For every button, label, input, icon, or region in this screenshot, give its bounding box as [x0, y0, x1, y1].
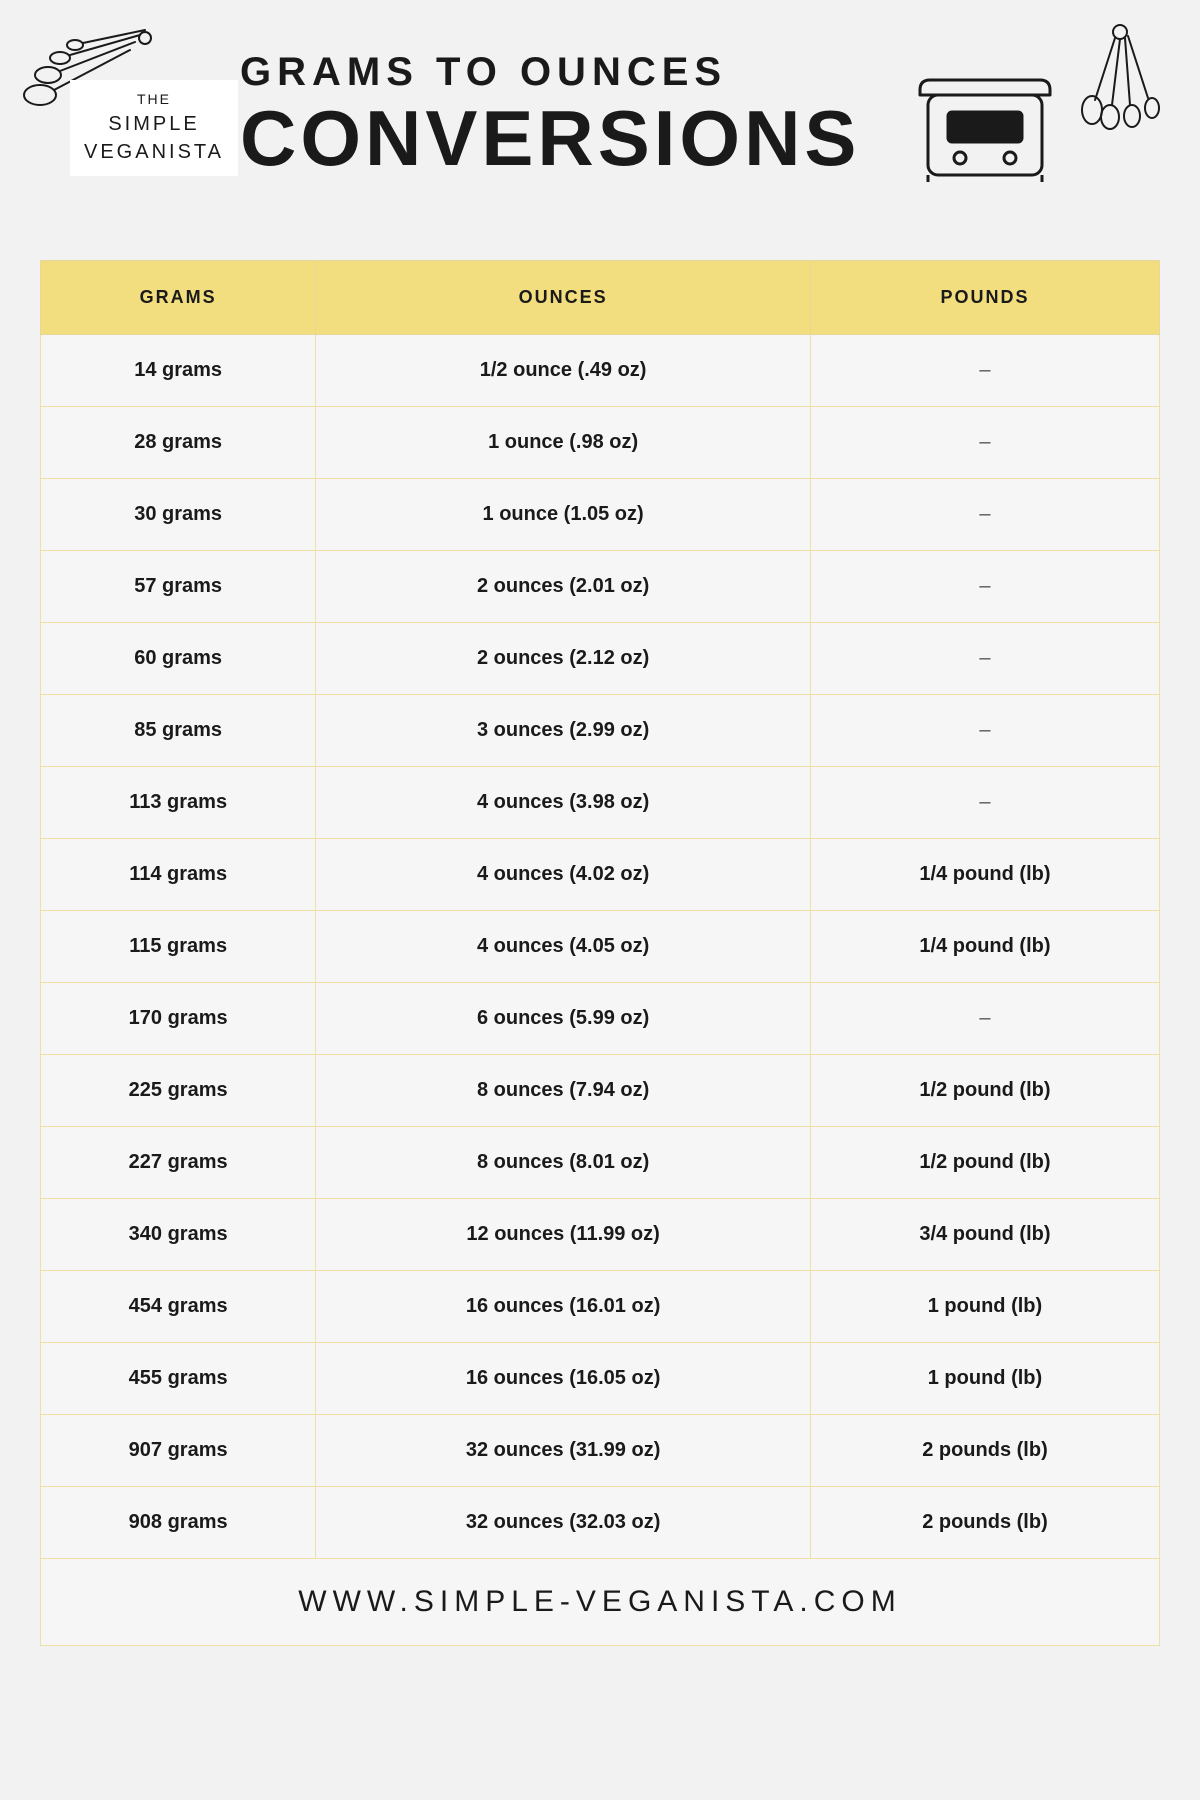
table-cell-pounds: 3/4 pound (lb) — [810, 1199, 1159, 1271]
table-cell-grams: 113 grams — [41, 767, 316, 839]
table-row: 225 grams8 ounces (7.94 oz)1/2 pound (lb… — [41, 1055, 1160, 1127]
table-cell-pounds: 1 pound (lb) — [810, 1343, 1159, 1415]
table-row: 455 grams16 ounces (16.05 oz)1 pound (lb… — [41, 1343, 1160, 1415]
table-cell-ounces: 6 ounces (5.99 oz) — [316, 983, 811, 1055]
table-row: 227 grams8 ounces (8.01 oz)1/2 pound (lb… — [41, 1127, 1160, 1199]
conversion-table-wrap: GRAMSOUNCESPOUNDS 14 grams1/2 ounce (.49… — [40, 260, 1160, 1646]
table-cell-grams: 455 grams — [41, 1343, 316, 1415]
table-cell-ounces: 1 ounce (1.05 oz) — [316, 479, 811, 551]
table-row: 60 grams2 ounces (2.12 oz)– — [41, 623, 1160, 695]
table-cell-pounds: 1/2 pound (lb) — [810, 1055, 1159, 1127]
logo-line-3: VEGANISTA — [84, 138, 224, 166]
logo-line-2: SIMPLE — [84, 110, 224, 138]
table-row: 170 grams6 ounces (5.99 oz)– — [41, 983, 1160, 1055]
table-footer-row: WWW.SIMPLE-VEGANISTA.COM — [41, 1559, 1160, 1646]
table-cell-pounds: – — [810, 767, 1159, 839]
table-row: 113 grams4 ounces (3.98 oz)– — [41, 767, 1160, 839]
table-cell-ounces: 8 ounces (7.94 oz) — [316, 1055, 811, 1127]
table-row: 57 grams2 ounces (2.01 oz)– — [41, 551, 1160, 623]
table-cell-grams: 907 grams — [41, 1415, 316, 1487]
header: THE SIMPLE VEGANISTA GRAMS TO OUNCES CON… — [0, 0, 1200, 260]
table-header-row: GRAMSOUNCESPOUNDS — [41, 261, 1160, 335]
table-cell-grams: 60 grams — [41, 623, 316, 695]
table-row: 907 grams32 ounces (31.99 oz)2 pounds (l… — [41, 1415, 1160, 1487]
table-cell-ounces: 12 ounces (11.99 oz) — [316, 1199, 811, 1271]
table-cell-ounces: 16 ounces (16.05 oz) — [316, 1343, 811, 1415]
table-cell-pounds: – — [810, 479, 1159, 551]
table-cell-grams: 454 grams — [41, 1271, 316, 1343]
table-cell-pounds: – — [810, 407, 1159, 479]
table-cell-ounces: 2 ounces (2.01 oz) — [316, 551, 811, 623]
table-cell-grams: 30 grams — [41, 479, 316, 551]
table-row: 454 grams16 ounces (16.01 oz)1 pound (lb… — [41, 1271, 1160, 1343]
table-row: 115 grams4 ounces (4.05 oz)1/4 pound (lb… — [41, 911, 1160, 983]
table-cell-pounds: – — [810, 623, 1159, 695]
table-cell-ounces: 2 ounces (2.12 oz) — [316, 623, 811, 695]
table-row: 85 grams3 ounces (2.99 oz)– — [41, 695, 1160, 767]
table-cell-ounces: 32 ounces (31.99 oz) — [316, 1415, 811, 1487]
table-cell-grams: 908 grams — [41, 1487, 316, 1559]
table-header-cell: POUNDS — [810, 261, 1159, 335]
brand-logo: THE SIMPLE VEGANISTA — [70, 80, 238, 176]
table-cell-ounces: 1 ounce (.98 oz) — [316, 407, 811, 479]
table-cell-pounds: 1/4 pound (lb) — [810, 839, 1159, 911]
page-subtitle: GRAMS TO OUNCES — [240, 50, 860, 95]
table-row: 28 grams1 ounce (.98 oz)– — [41, 407, 1160, 479]
title-block: GRAMS TO OUNCES CONVERSIONS — [240, 50, 860, 177]
table-cell-grams: 170 grams — [41, 983, 316, 1055]
table-cell-grams: 115 grams — [41, 911, 316, 983]
table-cell-ounces: 1/2 ounce (.49 oz) — [316, 335, 811, 407]
table-cell-pounds: 1 pound (lb) — [810, 1271, 1159, 1343]
table-cell-ounces: 8 ounces (8.01 oz) — [316, 1127, 811, 1199]
table-cell-pounds: – — [810, 983, 1159, 1055]
table-row: 14 grams1/2 ounce (.49 oz)– — [41, 335, 1160, 407]
table-cell-pounds: – — [810, 551, 1159, 623]
table-cell-grams: 340 grams — [41, 1199, 316, 1271]
table-cell-ounces: 3 ounces (2.99 oz) — [316, 695, 811, 767]
measuring-spoons-right-icon — [1070, 20, 1170, 140]
table-cell-pounds: 1/4 pound (lb) — [810, 911, 1159, 983]
table-cell-grams: 14 grams — [41, 335, 316, 407]
page-title: CONVERSIONS — [240, 99, 860, 177]
table-cell-pounds: – — [810, 695, 1159, 767]
table-cell-grams: 225 grams — [41, 1055, 316, 1127]
table-row: 30 grams1 ounce (1.05 oz)– — [41, 479, 1160, 551]
conversion-table: GRAMSOUNCESPOUNDS 14 grams1/2 ounce (.49… — [40, 260, 1160, 1646]
table-cell-grams: 227 grams — [41, 1127, 316, 1199]
footer-url: WWW.SIMPLE-VEGANISTA.COM — [41, 1559, 1160, 1646]
table-cell-pounds: 1/2 pound (lb) — [810, 1127, 1159, 1199]
table-header-cell: GRAMS — [41, 261, 316, 335]
table-cell-grams: 57 grams — [41, 551, 316, 623]
table-row: 340 grams12 ounces (11.99 oz)3/4 pound (… — [41, 1199, 1160, 1271]
table-row: 908 grams32 ounces (32.03 oz)2 pounds (l… — [41, 1487, 1160, 1559]
table-cell-grams: 85 grams — [41, 695, 316, 767]
table-cell-ounces: 4 ounces (4.05 oz) — [316, 911, 811, 983]
table-cell-grams: 114 grams — [41, 839, 316, 911]
table-header-cell: OUNCES — [316, 261, 811, 335]
table-cell-ounces: 4 ounces (3.98 oz) — [316, 767, 811, 839]
table-row: 114 grams4 ounces (4.02 oz)1/4 pound (lb… — [41, 839, 1160, 911]
kitchen-scale-icon — [910, 70, 1060, 190]
table-cell-pounds: 2 pounds (lb) — [810, 1415, 1159, 1487]
table-cell-grams: 28 grams — [41, 407, 316, 479]
table-cell-pounds: 2 pounds (lb) — [810, 1487, 1159, 1559]
table-cell-ounces: 4 ounces (4.02 oz) — [316, 839, 811, 911]
logo-line-1: THE — [84, 90, 224, 110]
table-cell-ounces: 32 ounces (32.03 oz) — [316, 1487, 811, 1559]
table-cell-ounces: 16 ounces (16.01 oz) — [316, 1271, 811, 1343]
table-cell-pounds: – — [810, 335, 1159, 407]
